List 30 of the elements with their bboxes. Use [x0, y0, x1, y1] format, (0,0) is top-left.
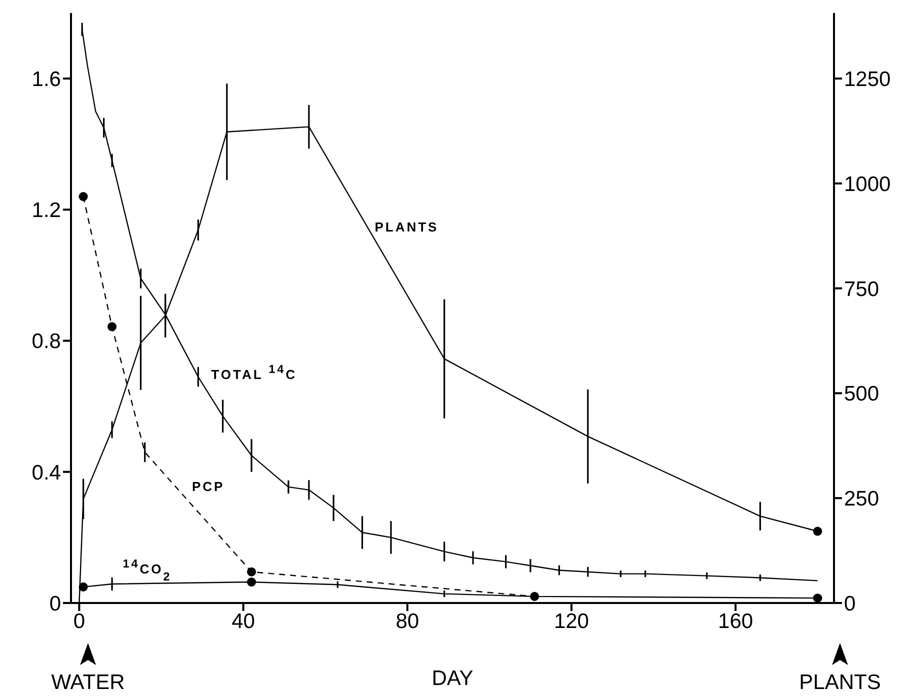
point [108, 322, 117, 332]
point [78, 192, 88, 202]
y2-tick-label: 500 [844, 382, 880, 406]
x-tick-label: 40 [232, 610, 255, 633]
series-label: PCP [192, 478, 225, 494]
text: PLANTS [799, 671, 881, 694]
y2-tick-label: 0 [844, 592, 856, 616]
y2-tick-label: 1000 [844, 172, 891, 196]
point [246, 578, 256, 587]
x-tick-label: 120 [554, 610, 589, 633]
y2-tick-label: 250 [844, 488, 880, 511]
y-tick-label: 0.8 [32, 330, 61, 354]
x-axis-title: DAY [432, 667, 474, 690]
y2-tick-label: 1250 [844, 68, 891, 92]
point [78, 582, 88, 592]
point [246, 567, 256, 576]
y-tick-label: 1.6 [32, 68, 61, 92]
y-tick-label: 0 [49, 592, 61, 616]
x-tick-label: 0 [73, 610, 86, 633]
point [530, 592, 540, 601]
x-tick-label: 80 [396, 610, 420, 633]
x-tick-label: 160 [718, 610, 754, 633]
text: WATER [51, 671, 125, 694]
series-label: $^{14}$CO$_{2}$ [122, 557, 172, 583]
y-tick-label: 0.4 [32, 461, 62, 484]
series-label: TOTAL $^{14}$C [211, 362, 298, 382]
series-label: PLANTS [374, 219, 439, 234]
point [813, 594, 822, 603]
y-tick-label: 1.2 [32, 199, 61, 222]
y2-tick-label: 750 [844, 278, 880, 301]
